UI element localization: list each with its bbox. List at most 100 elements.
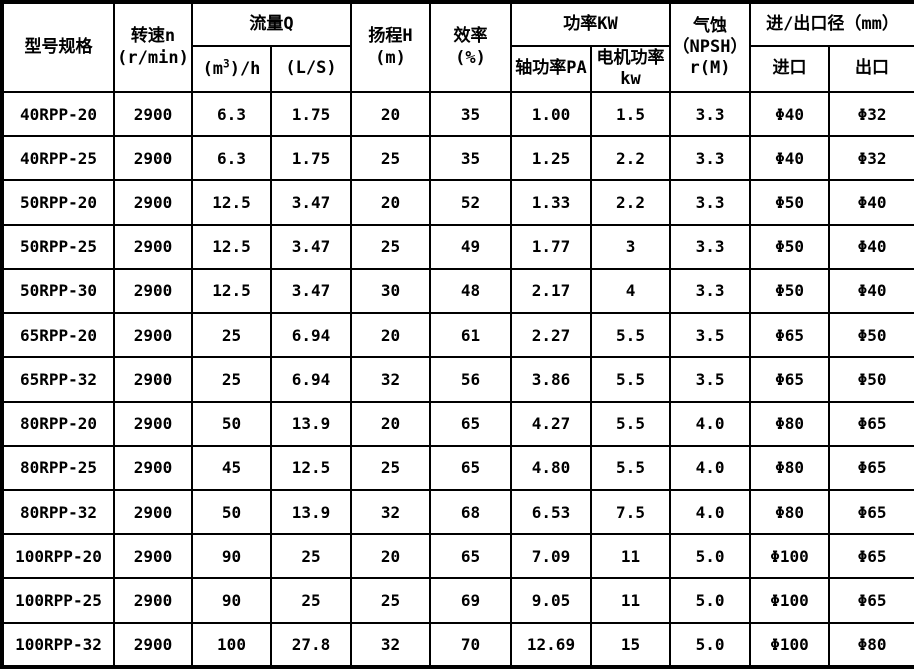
cell-power_shaft: 4.80	[510, 444, 592, 491]
header-shaft-power: 轴功率PA	[510, 45, 592, 93]
table-row: 65RPP-32 2900 25 6.94 32 56 3.86 5.5 3.5 Φ65 Φ50	[1, 356, 914, 403]
cell-power_motor: 11	[589, 533, 672, 580]
cell-head: 32	[350, 356, 431, 403]
cell-head: 20	[350, 533, 431, 580]
cell-speed: 2900	[113, 488, 193, 536]
header-model-label: 型号规格	[24, 36, 93, 57]
cell-model: 65RPP-32	[1, 356, 115, 403]
table-row: 100RPP-25 2900 90 25 25 69 9.05 11 5.0 Φ100 Φ65	[1, 577, 914, 624]
cell-power_motor: 5.5	[589, 400, 672, 447]
header-model: 型号规格	[1, 1, 115, 93]
cell-eff: 70	[429, 621, 512, 669]
header-flow-m3h: (m3)/h	[191, 45, 272, 93]
cell-power_motor: 3	[589, 223, 672, 270]
cell-speed: 2900	[113, 444, 193, 491]
cell-head: 25	[350, 135, 431, 182]
cell-npsh: 4.0	[669, 444, 752, 491]
cell-flow_ls: 12.5	[270, 444, 352, 491]
cell-model: 40RPP-25	[1, 135, 115, 182]
cell-flow_m3h: 12.5	[191, 223, 272, 270]
cell-npsh: 5.0	[669, 577, 752, 624]
cell-npsh: 3.3	[669, 223, 752, 270]
cell-power_shaft: 4.27	[510, 400, 592, 447]
cell-npsh: 5.0	[669, 621, 752, 669]
header-speed: 转速n (r/min)	[113, 1, 193, 93]
cell-outlet: Φ65	[828, 488, 914, 536]
cell-head: 25	[350, 444, 431, 491]
cell-power_motor: 4	[589, 267, 672, 315]
cell-eff: 65	[429, 533, 512, 580]
cell-head: 25	[350, 223, 431, 270]
cell-eff: 68	[429, 488, 512, 536]
cell-flow_ls: 13.9	[270, 488, 352, 536]
table-row: 80RPP-25 2900 45 12.5 25 65 4.80 5.5 4.0 Φ80 Φ65	[1, 444, 914, 491]
cell-speed: 2900	[113, 400, 193, 447]
cell-head: 32	[350, 621, 431, 669]
cell-npsh: 3.3	[669, 267, 752, 315]
cell-head: 20	[350, 400, 431, 447]
cell-flow_ls: 25	[270, 577, 352, 624]
cell-model: 80RPP-20	[1, 400, 115, 447]
cell-model: 50RPP-25	[1, 223, 115, 270]
table-row: 40RPP-25 2900 6.3 1.75 25 35 1.25 2.2 3.3 Φ40 Φ32	[1, 135, 914, 182]
cell-flow_ls: 27.8	[270, 621, 352, 669]
cell-power_motor: 5.5	[589, 356, 672, 403]
cell-inlet: Φ50	[749, 179, 831, 226]
cell-eff: 56	[429, 356, 512, 403]
cell-outlet: Φ40	[828, 223, 914, 270]
cell-outlet: Φ40	[828, 179, 914, 226]
table-row: 50RPP-25 2900 12.5 3.47 25 49 1.77 3 3.3 Φ50 Φ40	[1, 223, 914, 270]
cell-power_motor: 15	[589, 621, 672, 669]
cell-power_shaft: 9.05	[510, 577, 592, 624]
table-row: 100RPP-20 2900 90 25 20 65 7.09 11 5.0 Φ100 Φ65	[1, 533, 914, 580]
cell-eff: 35	[429, 90, 512, 138]
header-head: 扬程H (m)	[350, 1, 431, 93]
cell-flow_ls: 3.47	[270, 223, 352, 270]
cell-speed: 2900	[113, 356, 193, 403]
table-row: 40RPP-20 2900 6.3 1.75 20 35 1.00 1.5 3.3 Φ40 Φ32	[1, 90, 914, 138]
cell-flow_ls: 13.9	[270, 400, 352, 447]
cell-model: 65RPP-20	[1, 312, 115, 359]
cell-speed: 2900	[113, 135, 193, 182]
cell-outlet: Φ32	[828, 135, 914, 182]
cell-npsh: 4.0	[669, 488, 752, 536]
cell-model: 80RPP-25	[1, 444, 115, 491]
cell-head: 25	[350, 577, 431, 624]
cell-outlet: Φ50	[828, 312, 914, 359]
header-inout-group: 进/出口径（mm）	[749, 1, 914, 47]
cell-power_shaft: 12.69	[510, 621, 592, 669]
cell-outlet: Φ80	[828, 621, 914, 669]
cell-eff: 48	[429, 267, 512, 315]
cell-power_shaft: 6.53	[510, 488, 592, 536]
cell-power_shaft: 2.17	[510, 267, 592, 315]
cell-flow_m3h: 45	[191, 444, 272, 491]
cell-inlet: Φ65	[749, 356, 831, 403]
cell-eff: 65	[429, 444, 512, 491]
cell-outlet: Φ65	[828, 444, 914, 491]
table-row: 80RPP-32 2900 50 13.9 32 68 6.53 7.5 4.0 Φ80 Φ65	[1, 488, 914, 536]
cell-inlet: Φ50	[749, 267, 831, 315]
cell-npsh: 5.0	[669, 533, 752, 580]
cell-power_shaft: 3.86	[510, 356, 592, 403]
cell-head: 32	[350, 488, 431, 536]
header-outlet: 出口	[828, 45, 914, 93]
cell-inlet: Φ80	[749, 444, 831, 491]
table-row: 50RPP-20 2900 12.5 3.47 20 52 1.33 2.2 3.3 Φ50 Φ40	[1, 179, 914, 226]
cell-power_motor: 5.5	[589, 444, 672, 491]
cell-flow_ls: 6.94	[270, 356, 352, 403]
cell-speed: 2900	[113, 90, 193, 138]
header-flow-ls: (L/S)	[270, 45, 352, 93]
cell-flow_m3h: 25	[191, 312, 272, 359]
cell-power_shaft: 1.00	[510, 90, 592, 138]
cell-eff: 61	[429, 312, 512, 359]
cell-npsh: 3.3	[669, 90, 752, 138]
cell-flow_ls: 6.94	[270, 312, 352, 359]
cell-flow_ls: 3.47	[270, 267, 352, 315]
header-efficiency: 效率 (%)	[429, 1, 512, 93]
cell-speed: 2900	[113, 533, 193, 580]
cell-npsh: 3.5	[669, 312, 752, 359]
cell-inlet: Φ50	[749, 223, 831, 270]
cell-flow_m3h: 6.3	[191, 135, 272, 182]
cell-power_motor: 2.2	[589, 179, 672, 226]
header-npsh: 气蚀 （NPSH） r(M)	[669, 1, 752, 93]
